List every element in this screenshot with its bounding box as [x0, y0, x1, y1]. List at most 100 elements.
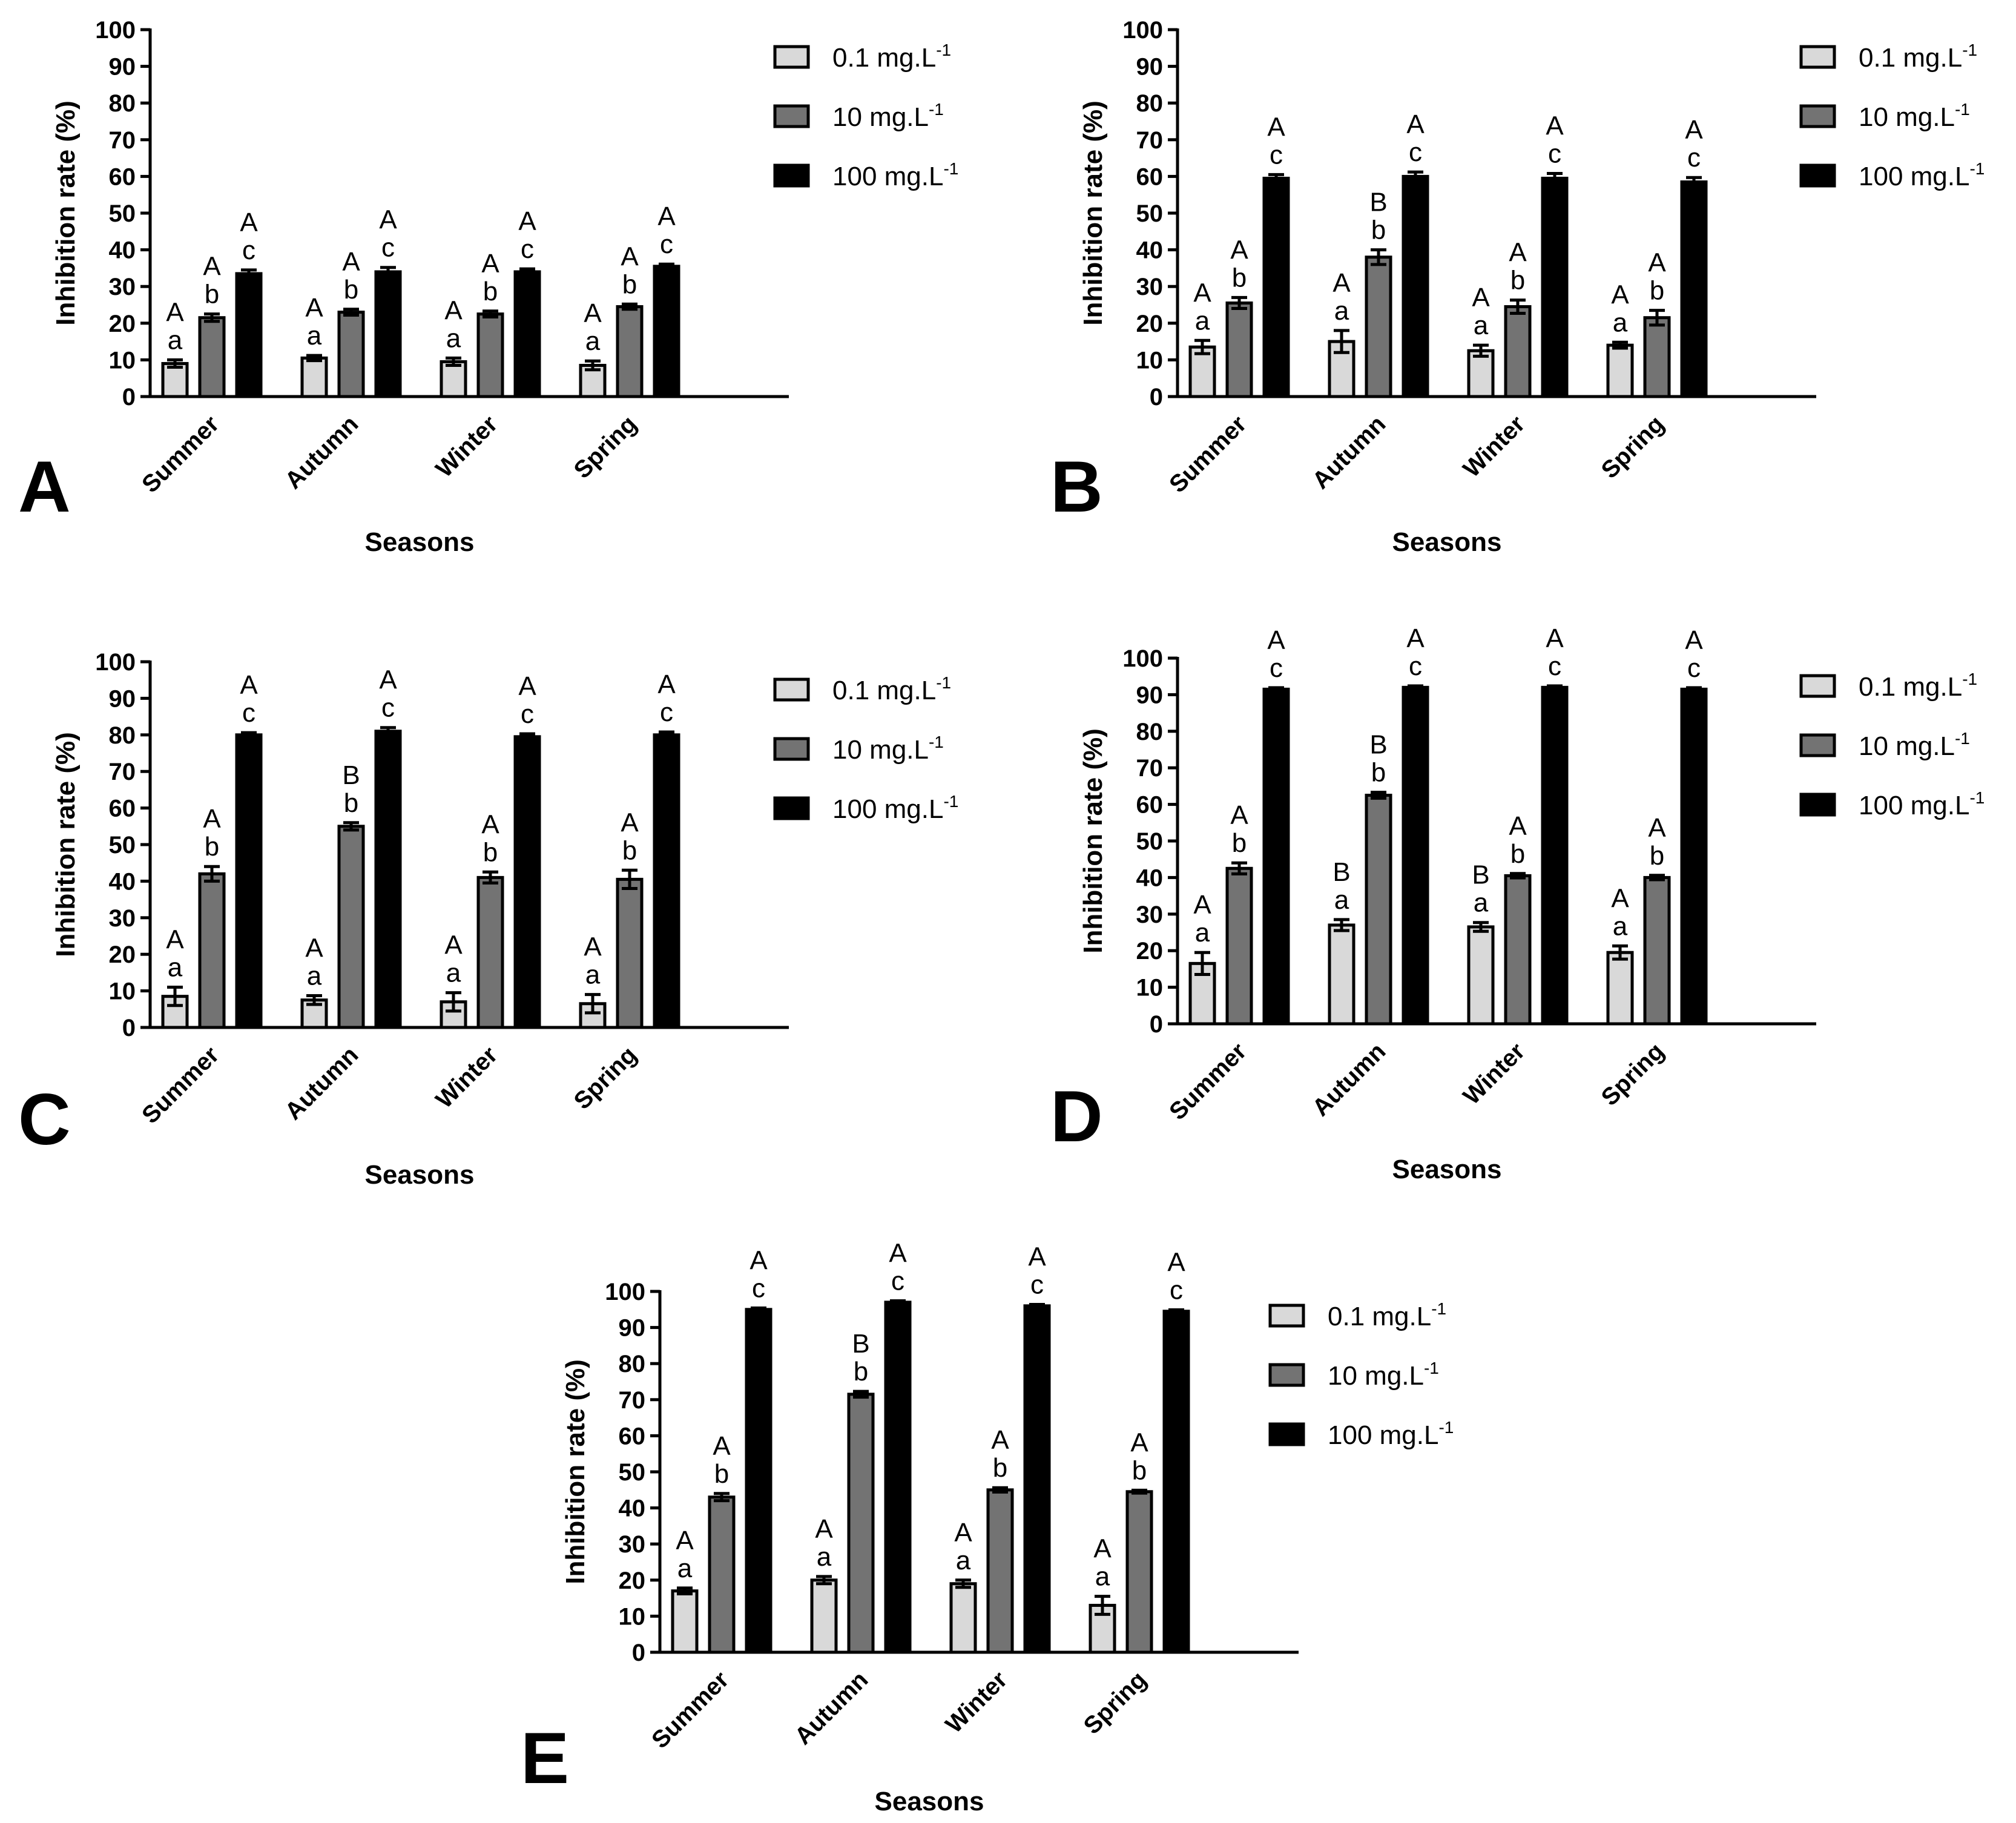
bar-b-summer-s2 [1262, 176, 1290, 398]
y-tick-label: 20 [109, 311, 136, 337]
y-tick-label: 90 [109, 54, 136, 81]
bar-c-summer-s2 [235, 733, 263, 1029]
category-label: Summer [137, 1041, 224, 1129]
significance-lower: c [242, 698, 255, 728]
significance-upper: A [379, 205, 397, 235]
significance-lower: b [483, 277, 498, 306]
y-tick-label: 30 [109, 905, 136, 932]
significance-upper: A [991, 1425, 1009, 1455]
legend-name: 100 mg.L [1328, 1420, 1438, 1450]
y-tick-label: 70 [1136, 755, 1164, 782]
legend-label-2: 100 mg.L-1 [1859, 788, 1985, 820]
significance-upper: A [1193, 890, 1211, 920]
chart-panel-b: 0 10 20 30 40 50 60 70 80 90 100 Inhibition rate (%… [1050, 17, 1985, 557]
y-tick-label: 60 [109, 796, 136, 822]
bar-a-winter-s2 [513, 270, 541, 398]
legend-name: 10 mg.L [832, 102, 929, 132]
bar-e-autumn-s2 [884, 1300, 912, 1654]
significance-upper: A [1648, 248, 1666, 278]
significance-lower: c [660, 697, 673, 727]
category-label: Summer [137, 410, 224, 498]
legend-swatch-2 [773, 163, 810, 188]
significance-upper: A [1611, 280, 1629, 309]
legend-swatch-0 [1799, 674, 1836, 698]
significance-lower: a [1474, 888, 1489, 918]
significance-lower: a [307, 321, 322, 351]
y-tick-label: 60 [619, 1423, 646, 1449]
significance-upper: A [815, 1514, 833, 1544]
bar-b-autumn-s1 [1365, 255, 1392, 398]
bar-d-autumn-s1 [1365, 794, 1392, 1026]
category-label: Summer [647, 1666, 734, 1753]
panel-letter: B [1050, 446, 1103, 527]
legend-label-1: 10 mg.L-1 [1859, 100, 1970, 132]
y-tick-label: 90 [619, 1315, 646, 1342]
y-tick-label: 10 [1136, 975, 1164, 1001]
y-tick-label: 40 [619, 1495, 646, 1522]
significance-lower: a [1095, 1562, 1110, 1592]
significance-upper: A [1509, 238, 1527, 268]
significance-lower: b [1371, 758, 1386, 788]
legend-swatch-2 [773, 796, 810, 820]
significance-upper: A [1332, 268, 1351, 298]
significance-upper: B [1472, 860, 1489, 890]
legend-label-0: 0.1 mg.L-1 [832, 41, 951, 73]
significance-upper: A [584, 298, 602, 328]
significance-lower: a [1334, 296, 1349, 326]
category-label: Spring [1596, 1038, 1670, 1111]
bar-a-autumn-s1 [337, 311, 365, 398]
significance-upper: B [342, 760, 360, 790]
y-tick-label: 100 [1122, 645, 1163, 672]
bar-a-spring-s1 [616, 305, 644, 398]
significance-lower: b [1650, 276, 1664, 306]
legend-label-0: 0.1 mg.L-1 [1328, 1299, 1446, 1331]
y-tick-label: 10 [109, 347, 136, 374]
significance-lower: c [1409, 137, 1422, 167]
significance-upper: A [305, 933, 323, 963]
significance-lower: a [446, 323, 461, 353]
significance-lower: a [585, 326, 601, 356]
legend-label-2: 100 mg.L-1 [1859, 159, 1985, 191]
x-axis-label: Seasons [1392, 527, 1502, 557]
significance-lower: b [622, 269, 637, 299]
bar-d-summer-s1 [1225, 866, 1253, 1026]
significance-upper: A [584, 932, 602, 962]
significance-upper: A [713, 1431, 731, 1461]
bar-c-winter-s1 [476, 875, 504, 1029]
significance-upper: A [1130, 1428, 1148, 1457]
significance-lower: b [1232, 263, 1247, 292]
y-tick-label: 0 [122, 1015, 136, 1041]
y-tick-label: 50 [109, 200, 136, 227]
y-tick-label: 80 [619, 1351, 646, 1377]
y-tick-label: 40 [109, 868, 136, 895]
legend-swatch-1 [1268, 1363, 1305, 1387]
bar-b-spring-s0 [1606, 343, 1634, 398]
y-axis-label: Inhibition rate (%) [561, 1359, 590, 1584]
legend-label-2: 100 mg.L-1 [1328, 1418, 1454, 1450]
significance-lower: c [521, 699, 534, 729]
category-label: Summer [1164, 1038, 1251, 1125]
y-axis-label: Inhibition rate (%) [1078, 101, 1108, 326]
significance-upper: A [1611, 883, 1629, 913]
significance-upper: A [1267, 112, 1285, 142]
y-tick-label: 100 [95, 649, 136, 676]
bar-d-autumn-s2 [1402, 685, 1429, 1026]
y-tick-label: 10 [619, 1603, 646, 1630]
category-label: Autumn [789, 1666, 873, 1750]
legend-name: 0.1 mg.L [1859, 43, 1962, 73]
chart-panel-d: 0 10 20 30 40 50 60 70 80 90 100 Inhibition rate (%… [1050, 624, 1985, 1184]
significance-upper: A [240, 208, 258, 237]
significance-lower: b [1232, 828, 1247, 858]
legend-superscript: -1 [1955, 729, 1970, 748]
significance-lower: a [1334, 885, 1349, 915]
significance-lower: c [521, 234, 534, 264]
y-tick-label: 30 [619, 1531, 646, 1558]
legend-swatch-1 [773, 737, 810, 761]
significance-upper: A [1546, 111, 1564, 141]
significance-upper: A [166, 925, 184, 955]
legend-label-1: 10 mg.L-1 [832, 733, 944, 765]
significance-lower: c [1687, 143, 1701, 173]
significance-lower: c [1548, 651, 1561, 681]
legend-label-0: 0.1 mg.L-1 [1859, 41, 1977, 73]
y-tick-label: 40 [1136, 237, 1164, 264]
